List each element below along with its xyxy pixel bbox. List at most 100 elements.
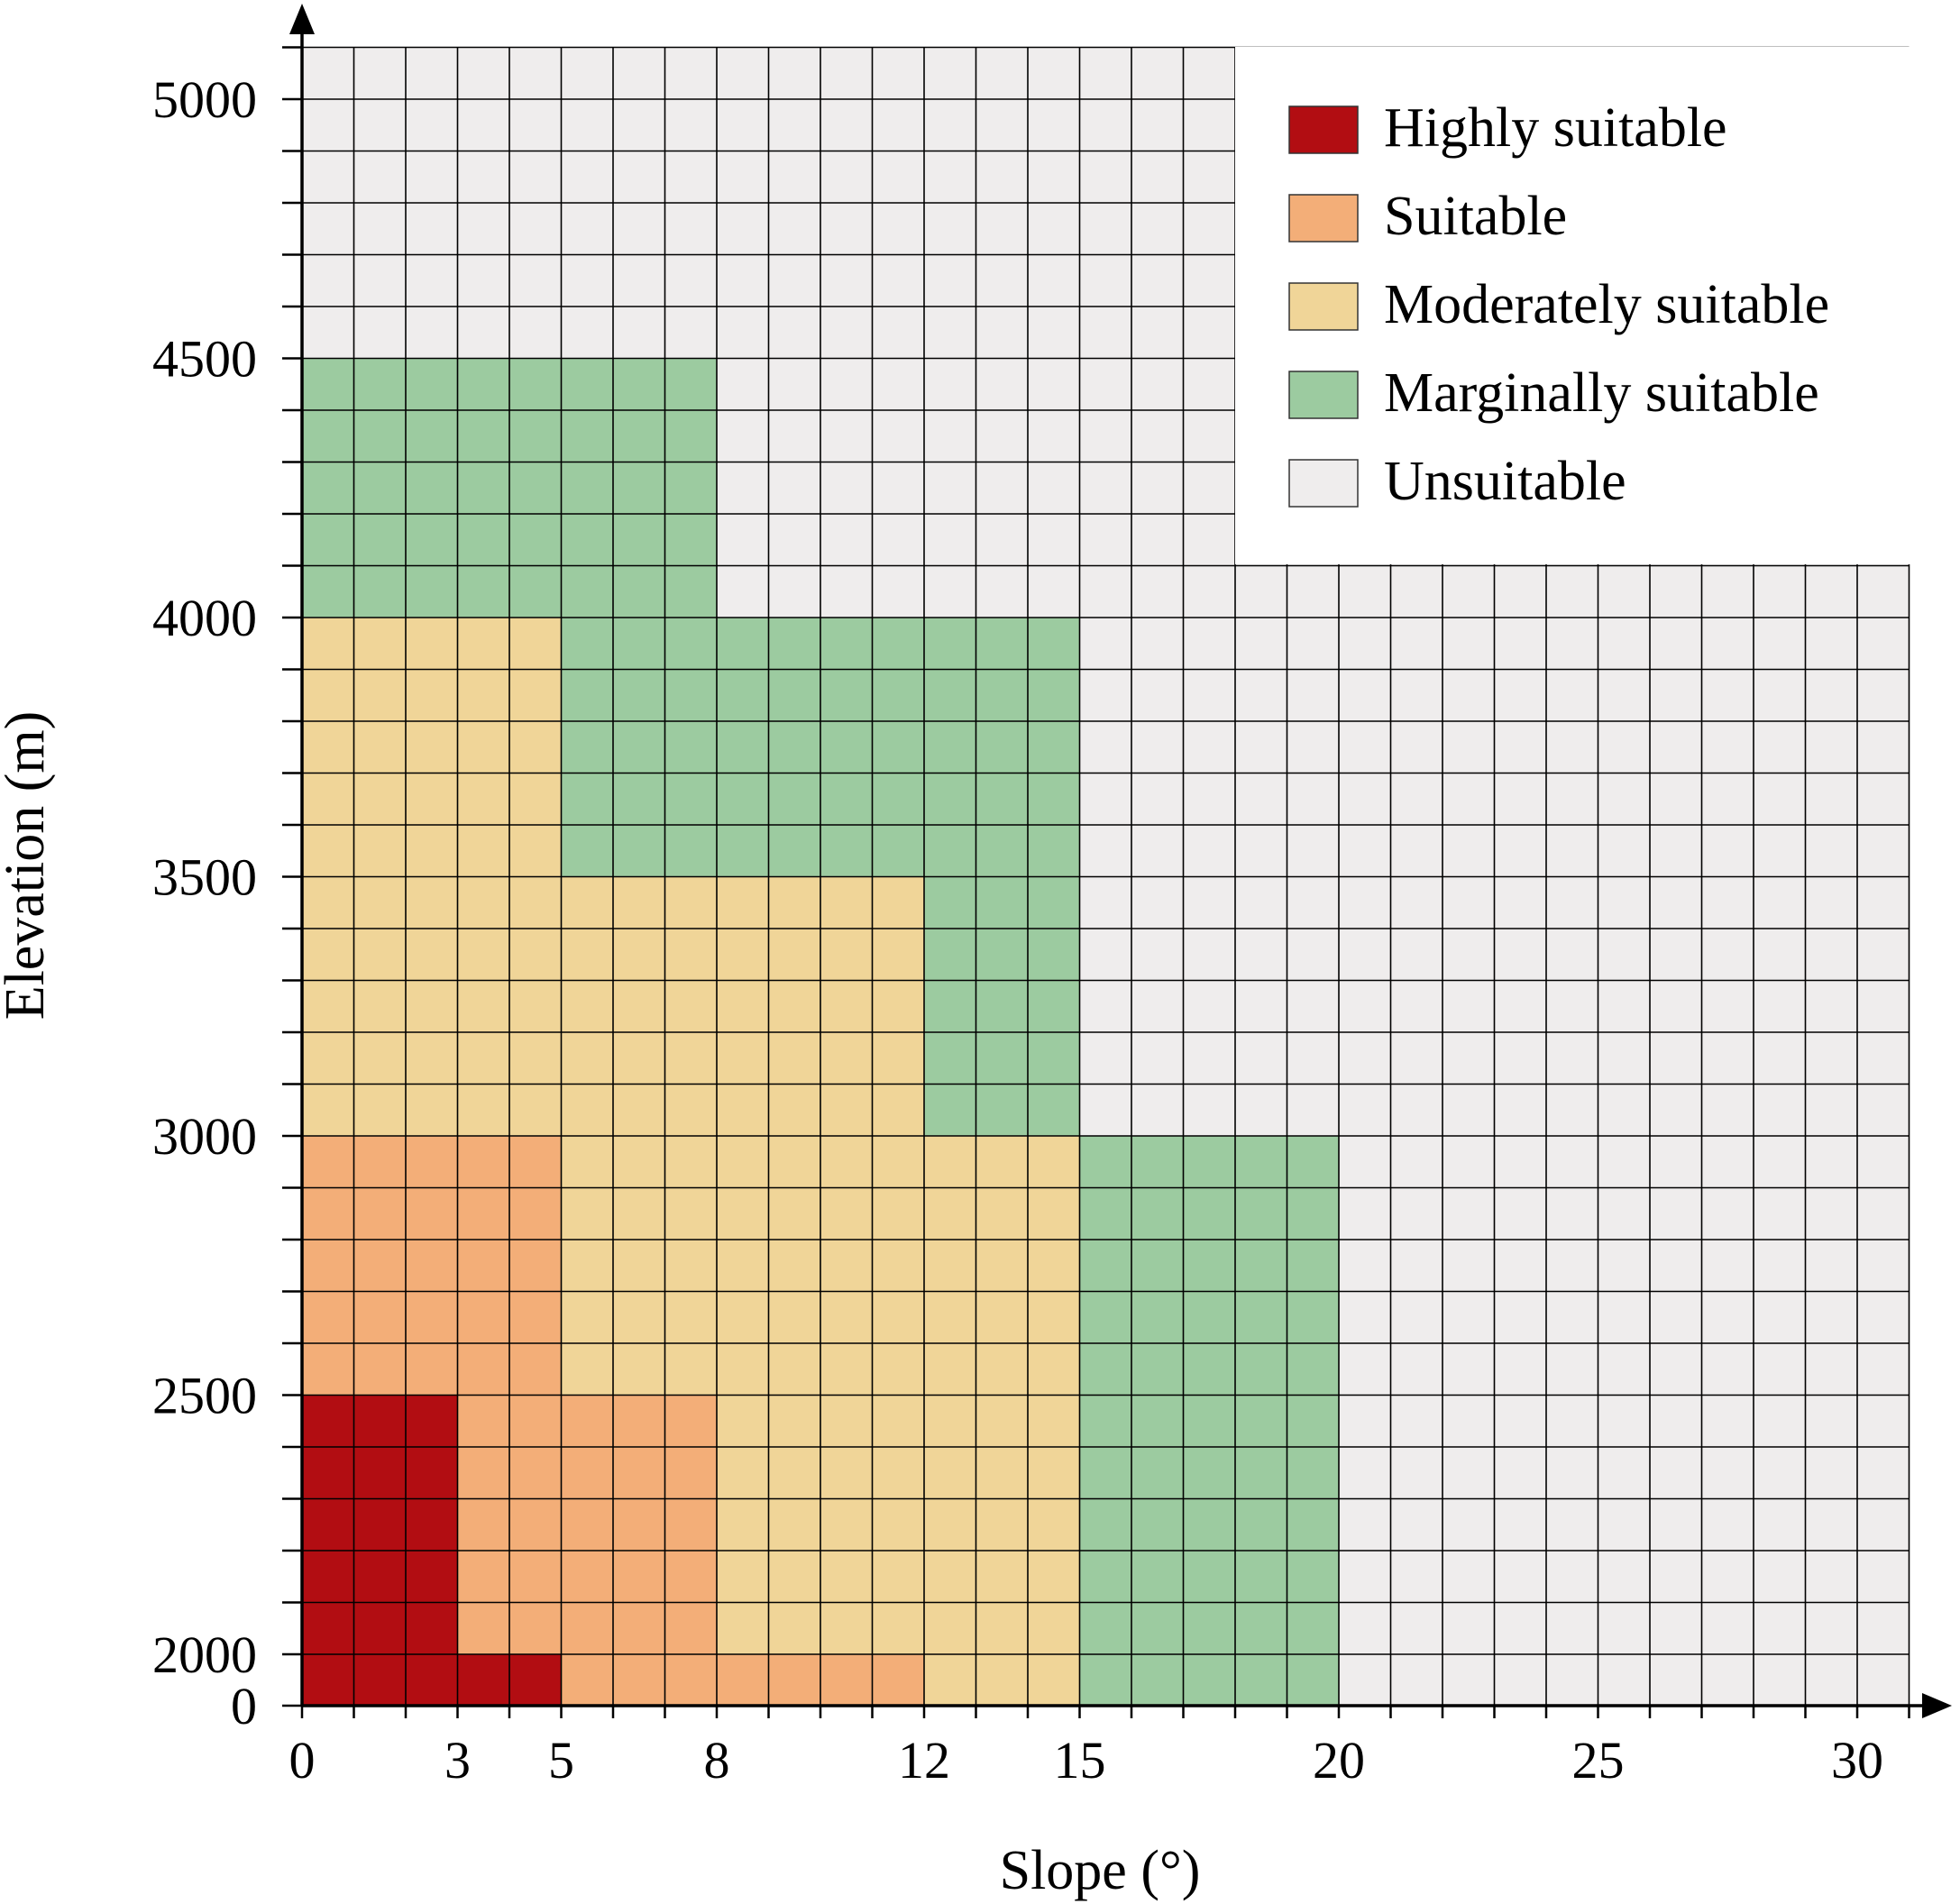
heatmap-cell: [509, 203, 562, 255]
heatmap-cell: [975, 1395, 1028, 1447]
heatmap-cell: [717, 203, 769, 255]
heatmap-cell: [1701, 825, 1754, 877]
heatmap-cell: [613, 1187, 665, 1240]
heatmap-cell: [1183, 669, 1235, 721]
heatmap-cell: [872, 929, 924, 981]
heatmap-cell: [872, 876, 924, 929]
heatmap-cell: [1131, 773, 1184, 825]
heatmap-cell: [664, 876, 717, 929]
heatmap-cell: [717, 1395, 769, 1447]
heatmap-cell: [1598, 980, 1650, 1032]
heatmap-cell: [1235, 929, 1287, 981]
heatmap-cell: [872, 47, 924, 99]
heatmap-cell: [717, 1240, 769, 1292]
heatmap-cell: [1650, 1032, 1702, 1085]
heatmap-cell: [406, 1240, 458, 1292]
heatmap-cell: [1494, 721, 1546, 774]
heatmap-cell: [406, 1032, 458, 1085]
heatmap-cell: [1494, 1032, 1546, 1085]
heatmap-cell: [1805, 1498, 1857, 1551]
heatmap-cell: [1079, 1447, 1131, 1499]
heatmap-cell: [1131, 1654, 1184, 1706]
heatmap-cell: [1183, 1240, 1235, 1292]
heatmap-cell: [1598, 1551, 1650, 1603]
heatmap-cell: [1650, 1187, 1702, 1240]
heatmap-cell: [820, 410, 873, 462]
heatmap-cell: [820, 358, 873, 410]
heatmap-cell: [768, 929, 820, 981]
heatmap-cell: [561, 876, 613, 929]
heatmap-cell: [1443, 1240, 1495, 1292]
axes: [289, 4, 1952, 1718]
heatmap-cell: [1701, 721, 1754, 774]
heatmap-cell: [613, 203, 665, 255]
heatmap-cell: [1650, 1084, 1702, 1136]
heatmap-cell: [1235, 1187, 1287, 1240]
heatmap-cell: [561, 307, 613, 359]
heatmap-cell: [664, 203, 717, 255]
heatmap-cell: [1390, 1498, 1443, 1551]
heatmap-cell: [613, 721, 665, 774]
heatmap-cell: [924, 151, 976, 203]
heatmap-cell: [820, 618, 873, 670]
heatmap-cell: [1287, 618, 1339, 670]
heatmap-cell: [1028, 876, 1080, 929]
heatmap-cell: [820, 929, 873, 981]
heatmap-cell: [1235, 565, 1287, 618]
heatmap-cell: [924, 929, 976, 981]
y-axis-arrow-icon: [289, 4, 315, 34]
heatmap-cell: [872, 1343, 924, 1396]
heatmap-cell: [717, 151, 769, 203]
heatmap-cell: [1079, 1187, 1131, 1240]
heatmap-cell: [457, 929, 509, 981]
heatmap-cell: [975, 307, 1028, 359]
heatmap-cell: [1131, 1136, 1184, 1188]
heatmap-cell: [561, 1343, 613, 1396]
heatmap-cell: [717, 1343, 769, 1396]
heatmap-cell: [1443, 773, 1495, 825]
heatmap-cell: [1390, 1291, 1443, 1343]
heatmap-cell: [613, 1447, 665, 1499]
heatmap-cell: [975, 565, 1028, 618]
heatmap-cell: [975, 1602, 1028, 1654]
heatmap-cell: [302, 1187, 354, 1240]
heatmap-cell: [1183, 825, 1235, 877]
heatmap-cell: [406, 307, 458, 359]
heatmap-cell: [353, 1240, 406, 1292]
heatmap-cell: [1546, 1654, 1598, 1706]
heatmap-cell: [509, 565, 562, 618]
heatmap-cell: [1131, 99, 1184, 151]
heatmap-cell: [1546, 1395, 1598, 1447]
heatmap-cell: [302, 1602, 354, 1654]
heatmap-cell: [1494, 1498, 1546, 1551]
heatmap-cell: [1131, 1240, 1184, 1292]
heatmap-cell: [1598, 773, 1650, 825]
heatmap-cell: [457, 1654, 509, 1706]
heatmap-cell: [509, 1291, 562, 1343]
heatmap-cell: [1390, 1343, 1443, 1396]
x-tick-label: 5: [548, 1731, 574, 1790]
heatmap-cell: [1079, 47, 1131, 99]
heatmap-cell: [820, 1291, 873, 1343]
heatmap-cell: [1339, 1291, 1391, 1343]
heatmap-cell: [1701, 929, 1754, 981]
heatmap-cell: [1857, 1343, 1910, 1396]
heatmap-cell: [1183, 1291, 1235, 1343]
heatmap-cell: [924, 1551, 976, 1603]
heatmap-cell: [820, 1343, 873, 1396]
heatmap-cell: [717, 1187, 769, 1240]
heatmap-cell: [1183, 151, 1235, 203]
heatmap-cell: [872, 1551, 924, 1603]
heatmap-cell: [1805, 1032, 1857, 1085]
heatmap-cell: [924, 618, 976, 670]
heatmap-cell: [1390, 618, 1443, 670]
heatmap-cell: [872, 514, 924, 566]
heatmap-cell: [975, 1447, 1028, 1499]
heatmap-cell: [1131, 876, 1184, 929]
heatmap-cell: [1131, 1032, 1184, 1085]
heatmap-cell: [1701, 618, 1754, 670]
heatmap-cell: [406, 618, 458, 670]
heatmap-cell: [613, 254, 665, 307]
heatmap-cell: [1701, 1551, 1754, 1603]
heatmap-cell: [302, 47, 354, 99]
